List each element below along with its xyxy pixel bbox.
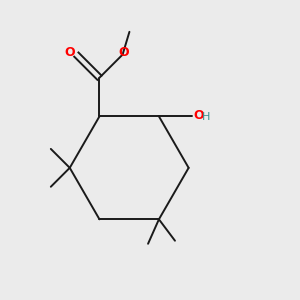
- Text: O: O: [193, 109, 204, 122]
- Text: O: O: [119, 46, 129, 59]
- Text: O: O: [64, 46, 75, 59]
- Text: H: H: [202, 112, 210, 122]
